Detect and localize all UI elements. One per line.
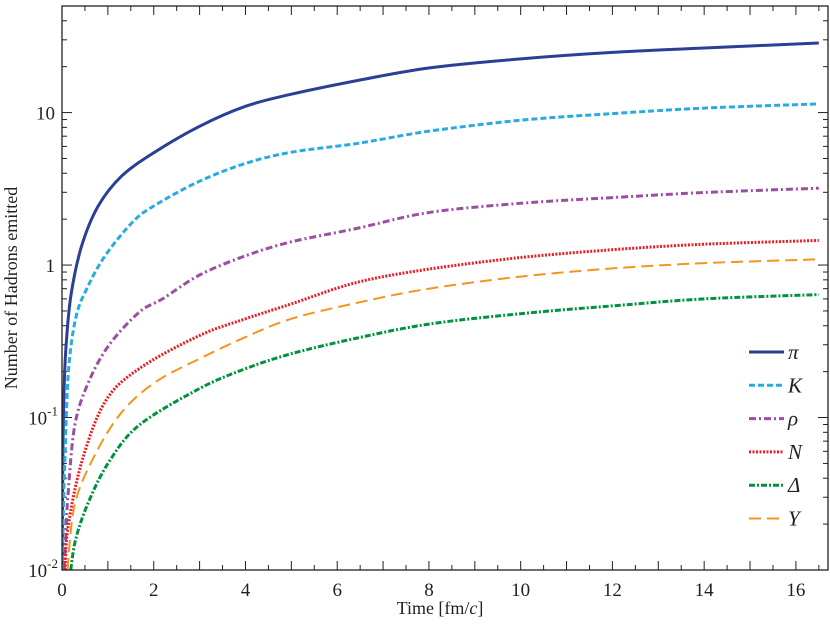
- y-axis-title: Number of Hadrons emitted: [1, 187, 21, 389]
- legend-label-delta: Δ: [787, 473, 800, 497]
- legend-label-nucleon: N: [787, 440, 803, 464]
- x-tick-label: 16: [786, 580, 805, 601]
- series-line-delta: [69, 293, 819, 570]
- series-line-nucleon: [63, 238, 819, 570]
- x-tick-label: 6: [332, 580, 342, 601]
- series-line-hyperon: [66, 258, 819, 570]
- plot-frame: [61, 5, 829, 571]
- series-line-pi: [62, 41, 819, 570]
- x-tick-label: 2: [149, 580, 159, 601]
- series-lines: [62, 41, 819, 570]
- y-tick-label: 1: [46, 256, 56, 277]
- series-line-kaon: [62, 102, 819, 570]
- x-tick-label: 12: [603, 580, 622, 601]
- x-tick-label: 14: [695, 580, 715, 601]
- x-tick-label: 4: [241, 580, 251, 601]
- x-tick-labels: 0 2 4 6 8 10 12 14 16: [57, 580, 805, 601]
- legend-label-pi: π: [788, 340, 799, 364]
- x-axis-title: Time [fm/c]: [397, 598, 484, 618]
- y-tick-label: 10: [36, 104, 55, 125]
- legend-label-rho: ρ: [787, 407, 798, 431]
- y-tick-labels: 10-2 10-1 1 10: [28, 104, 58, 582]
- x-tick-label: 8: [424, 580, 434, 601]
- y-tick-label: 10-1: [28, 404, 58, 430]
- series-line-rho: [62, 186, 819, 570]
- legend-label-kaon: K: [787, 373, 803, 397]
- legend-label-hyperon: Y: [788, 507, 802, 531]
- y-tick-label: 10-2: [28, 556, 58, 582]
- x-tick-label: 0: [57, 580, 67, 601]
- x-tick-label: 10: [511, 580, 530, 601]
- axis-ticks: [62, 6, 828, 570]
